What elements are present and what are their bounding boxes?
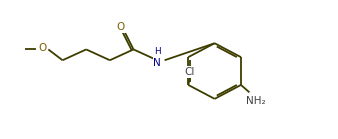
Text: Cl: Cl bbox=[185, 67, 195, 77]
Text: H: H bbox=[154, 47, 161, 56]
Text: NH₂: NH₂ bbox=[246, 96, 265, 106]
Text: O: O bbox=[117, 22, 125, 32]
Text: N: N bbox=[153, 58, 161, 68]
Text: O: O bbox=[38, 43, 46, 53]
